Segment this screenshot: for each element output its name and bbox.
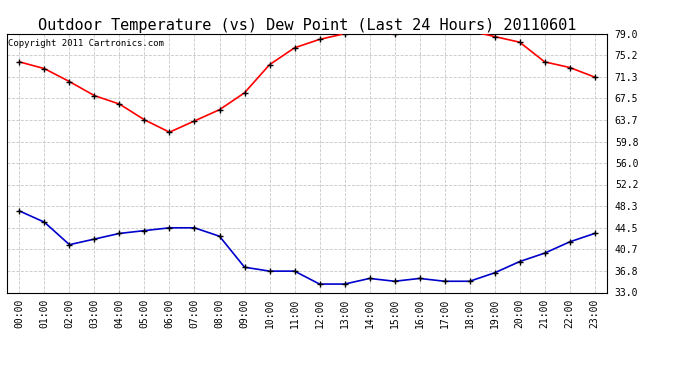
Text: Copyright 2011 Cartronics.com: Copyright 2011 Cartronics.com [8,39,164,48]
Title: Outdoor Temperature (vs) Dew Point (Last 24 Hours) 20110601: Outdoor Temperature (vs) Dew Point (Last… [38,18,576,33]
